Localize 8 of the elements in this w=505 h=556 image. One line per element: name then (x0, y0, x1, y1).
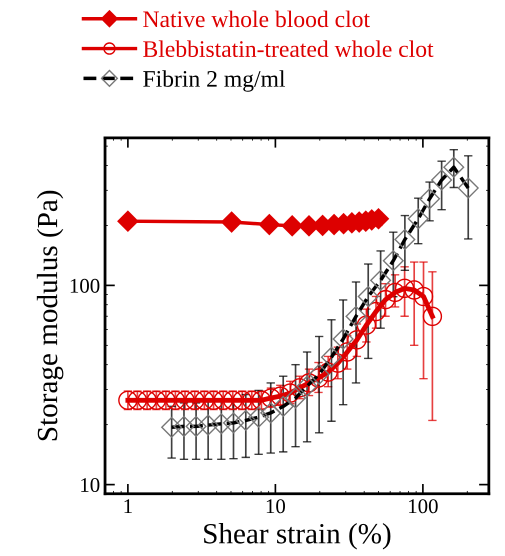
legend-label: Native whole blood clot (143, 10, 370, 28)
x-tick-label: 1 (124, 499, 132, 514)
x-axis-title: Shear strain (%) (204, 523, 390, 550)
legend-label: Fibrin 2 mg/ml (143, 70, 286, 92)
x-tick-label: 10 (266, 499, 286, 514)
x-tick-label: 100 (409, 499, 438, 514)
y-axis-title: Storage modulus (Pa) (36, 190, 64, 440)
legend-label: Blebbistatin-treated whole clot (143, 40, 434, 58)
